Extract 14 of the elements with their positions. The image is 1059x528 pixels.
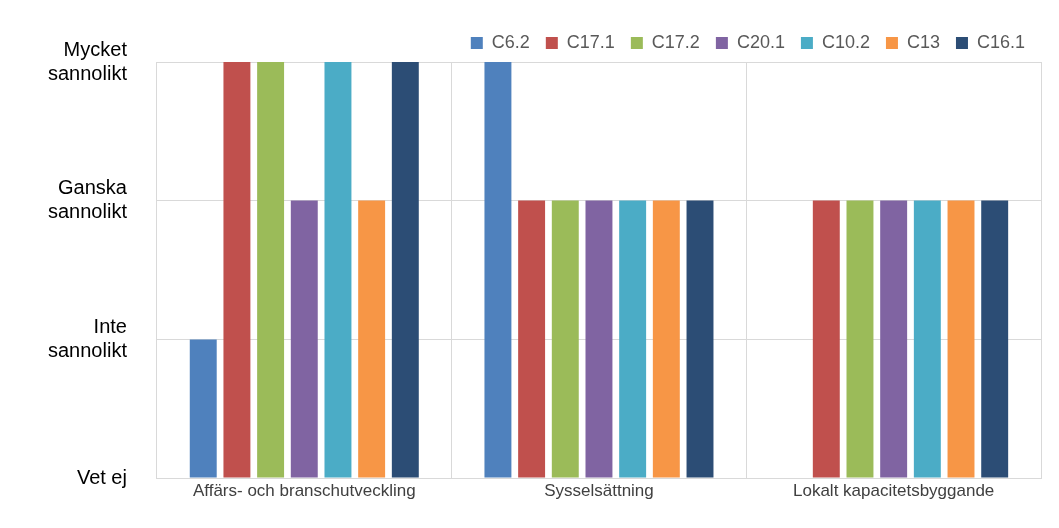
legend-label: C13 — [906, 31, 940, 52]
text: Mycket sannolikt — [48, 37, 128, 84]
text: Vet ej — [76, 465, 127, 488]
legend-label: C17.2 — [651, 31, 700, 52]
legend-label: C17.1 — [566, 31, 615, 52]
legend-label: C10.2 — [821, 31, 870, 52]
x-tick-label: Affärs- och branschutveckling — [192, 480, 416, 500]
legend-label: C16.1 — [976, 31, 1026, 52]
text: Ganska sannolikt — [48, 176, 128, 223]
legend-label: C20.1 — [736, 31, 785, 52]
x-tick-label: Lokalt kapacitetsbyggande — [793, 480, 995, 500]
text: Inte sannolikt — [48, 314, 128, 361]
x-tick-label: Sysselsättning — [544, 480, 654, 500]
legend-label: C6.2 — [491, 31, 530, 52]
